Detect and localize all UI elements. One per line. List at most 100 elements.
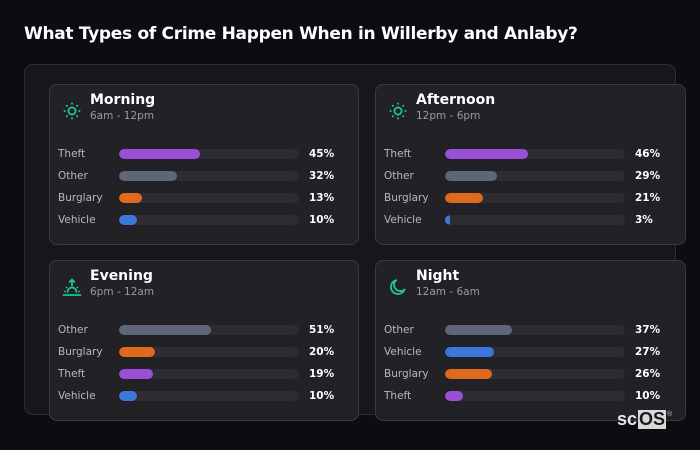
logo-sc: sc [617, 409, 638, 429]
bar-track [119, 347, 299, 357]
bar-row-other: Other 51% [50, 323, 358, 337]
bar-value: 46% [635, 148, 661, 160]
bar-track [445, 391, 625, 401]
bar-label: Theft [384, 390, 412, 402]
card-title: Morning [90, 92, 156, 108]
bar-row-burglary: Burglary 13% [50, 191, 358, 205]
bar-row-other: Other 29% [376, 169, 685, 183]
bar-fill [119, 325, 211, 335]
bar-label: Burglary [384, 192, 429, 204]
bar-value: 10% [635, 390, 661, 402]
bar-value: 13% [309, 192, 335, 204]
page-title: What Types of Crime Happen When in Wille… [24, 24, 578, 44]
bar-label: Vehicle [384, 346, 422, 358]
bar-value: 21% [635, 192, 661, 204]
bar-fill [119, 171, 177, 181]
card-time-range: 6pm - 12am [90, 286, 155, 298]
bar-label: Theft [58, 368, 86, 380]
sunset-icon [62, 277, 82, 297]
bar-fill [445, 347, 494, 357]
bar-fill [445, 215, 451, 225]
bar-fill [119, 347, 155, 357]
bar-track [445, 215, 625, 225]
bar-track [119, 391, 299, 401]
sun-icon [388, 101, 408, 121]
card-time-range: 6am - 12pm [90, 110, 155, 122]
bar-label: Vehicle [58, 390, 96, 402]
bar-value: 51% [309, 324, 335, 336]
registered-mark: ® [667, 411, 673, 418]
bar-label: Burglary [58, 346, 103, 358]
bar-fill [119, 149, 200, 159]
bar-row-vehicle: Vehicle 27% [376, 345, 685, 359]
bar-track [119, 369, 299, 379]
bar-fill [445, 193, 483, 203]
bar-label: Burglary [384, 368, 429, 380]
bar-track [445, 325, 625, 335]
bar-value: 32% [309, 170, 335, 182]
card-time-range: 12pm - 6pm [416, 110, 481, 122]
bar-row-other: Other 37% [376, 323, 685, 337]
bar-fill [445, 171, 498, 181]
bar-track [119, 193, 299, 203]
bar-fill [119, 193, 143, 203]
card-evening: Evening 6pm - 12am Other 51% Burglary 20% Th… [49, 260, 359, 421]
bar-track [445, 369, 625, 379]
bar-label: Other [384, 170, 414, 182]
bar-label: Theft [384, 148, 412, 160]
bar-label: Theft [58, 148, 86, 160]
card-afternoon: Afternoon 12pm - 6pm Theft 46% Other 29% Bur… [375, 84, 686, 245]
card-title: Night [416, 268, 460, 284]
bar-fill [119, 215, 137, 225]
bar-fill [119, 369, 154, 379]
moon-icon [388, 277, 408, 297]
bar-row-vehicle: Vehicle 10% [50, 389, 358, 403]
bar-track [445, 149, 625, 159]
bar-value: 10% [309, 214, 335, 226]
bar-row-vehicle: Vehicle 3% [376, 213, 685, 227]
bar-row-burglary: Burglary 20% [50, 345, 358, 359]
scos-logo: sc OS ® [617, 410, 672, 429]
bar-fill [119, 391, 137, 401]
bar-row-theft: Theft 46% [376, 147, 685, 161]
bar-row-burglary: Burglary 26% [376, 367, 685, 381]
bar-label: Vehicle [384, 214, 422, 226]
bar-row-theft: Theft 10% [376, 389, 685, 403]
bar-value: 45% [309, 148, 335, 160]
bar-track [445, 193, 625, 203]
bar-label: Burglary [58, 192, 103, 204]
card-time-range: 12am - 6am [416, 286, 480, 298]
bar-fill [445, 391, 463, 401]
bar-track [445, 171, 625, 181]
bar-value: 20% [309, 346, 335, 358]
bar-row-theft: Theft 45% [50, 147, 358, 161]
logo-os: OS [638, 409, 667, 429]
bar-label: Other [58, 324, 88, 336]
bar-row-theft: Theft 19% [50, 367, 358, 381]
bar-fill [445, 325, 512, 335]
bar-track [119, 215, 299, 225]
bar-value: 27% [635, 346, 661, 358]
card-morning: Morning 6am - 12pm Theft 45% Other 32% Burgl… [49, 84, 359, 245]
bar-label: Other [58, 170, 88, 182]
bar-label: Vehicle [58, 214, 96, 226]
bar-track [119, 325, 299, 335]
bar-value: 19% [309, 368, 335, 380]
card-title: Evening [90, 268, 153, 284]
bar-fill [445, 369, 492, 379]
bar-value: 3% [635, 214, 653, 226]
bar-value: 37% [635, 324, 661, 336]
bar-value: 10% [309, 390, 335, 402]
card-night: Night 12am - 6am Other 37% Vehicle 27% Burgl… [375, 260, 686, 421]
bar-row-vehicle: Vehicle 10% [50, 213, 358, 227]
card-title: Afternoon [416, 92, 496, 108]
bar-value: 26% [635, 368, 661, 380]
bar-track [119, 149, 299, 159]
bar-fill [445, 149, 528, 159]
bar-track [119, 171, 299, 181]
bar-track [445, 347, 625, 357]
bar-label: Other [384, 324, 414, 336]
sun-icon [62, 101, 82, 121]
bar-row-other: Other 32% [50, 169, 358, 183]
bar-value: 29% [635, 170, 661, 182]
